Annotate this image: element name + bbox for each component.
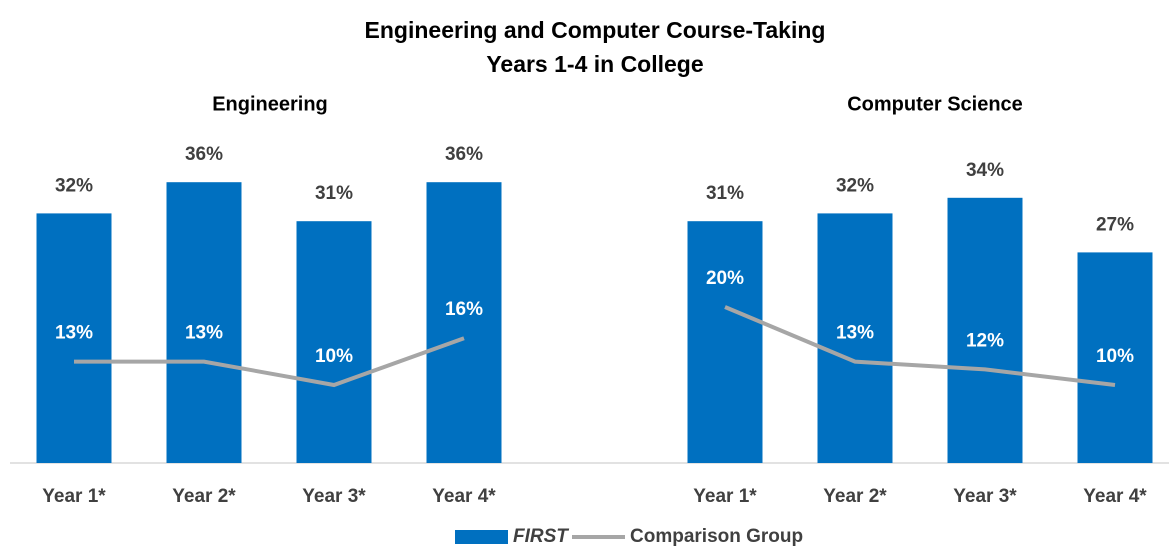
x-tick-label: Year 1* — [693, 486, 757, 507]
x-tick-label: Year 3* — [953, 486, 1017, 507]
chart-title: Engineering and Computer Course-Taking — [365, 17, 826, 43]
bar — [687, 221, 763, 463]
data-label: 36% — [185, 144, 223, 165]
x-tick-label: Year 1* — [42, 486, 106, 507]
bar — [1077, 252, 1153, 463]
x-tick-label: Year 2* — [172, 486, 236, 507]
x-tick-label: Year 2* — [823, 486, 887, 507]
bar — [296, 221, 372, 463]
data-label: 12% — [966, 330, 1004, 351]
chart-title: Years 1-4 in College — [486, 51, 703, 77]
line — [74, 336, 465, 388]
legend-label: Comparison Group — [630, 526, 803, 547]
data-label: 34% — [966, 160, 1004, 181]
data-label: 20% — [706, 268, 744, 289]
panel-title: Engineering — [212, 93, 328, 115]
bar — [817, 213, 893, 463]
data-label: 27% — [1096, 214, 1134, 235]
x-tick-label: Year 4* — [1083, 486, 1147, 507]
data-label: 32% — [836, 175, 874, 196]
legend-label: FIRST — [513, 526, 569, 547]
bar — [947, 197, 1023, 464]
line — [724, 305, 1116, 387]
data-label: 10% — [315, 346, 353, 367]
x-tick-label: Year 3* — [302, 486, 366, 507]
data-label: 13% — [55, 323, 93, 344]
data-label: 31% — [706, 183, 744, 204]
panel-title: Computer Science — [847, 93, 1023, 115]
legend-swatch — [455, 530, 508, 544]
bar — [36, 213, 112, 463]
data-label: 36% — [445, 144, 483, 165]
data-label: 31% — [315, 183, 353, 204]
data-label: 10% — [1096, 346, 1134, 367]
x-tick-label: Year 4* — [432, 486, 496, 507]
data-label: 13% — [185, 323, 223, 344]
bar — [166, 182, 242, 463]
data-label: 32% — [55, 175, 93, 196]
data-label: 16% — [445, 299, 483, 320]
data-label: 13% — [836, 323, 874, 344]
bar — [426, 182, 502, 463]
